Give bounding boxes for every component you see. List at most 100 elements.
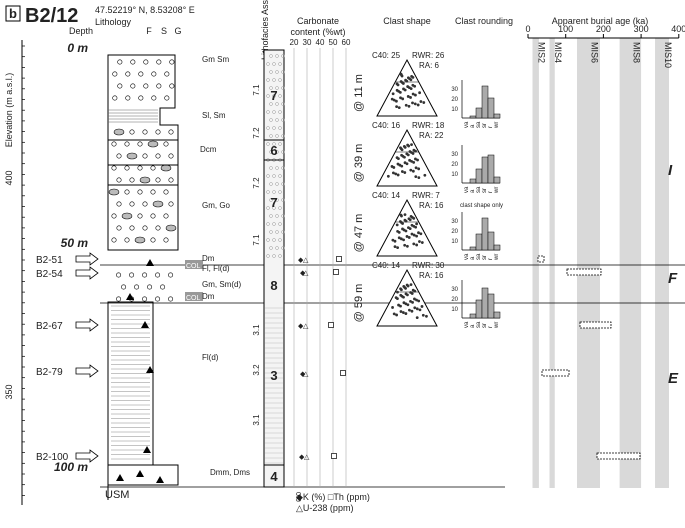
clast-point <box>415 307 419 311</box>
assoc-dot <box>272 254 276 258</box>
hist-class: va <box>464 253 470 260</box>
assoc-dot <box>266 126 270 130</box>
sample: B2-54 <box>36 269 63 280</box>
gravel <box>116 177 122 183</box>
hist-bar <box>469 313 477 319</box>
assoc-dot <box>269 166 273 170</box>
clast-point <box>415 243 419 247</box>
carb-tick: 60 <box>342 38 351 47</box>
subtitle: Lithology <box>95 17 132 27</box>
gravel <box>112 71 118 77</box>
gravel <box>142 296 148 302</box>
ternary <box>376 128 438 187</box>
assoc-dot <box>266 206 270 210</box>
clast-point <box>400 214 403 218</box>
panel-box <box>5 5 21 22</box>
clast-point <box>392 98 396 102</box>
assoc-dot <box>278 222 282 226</box>
clast-point <box>425 314 428 318</box>
gravel <box>155 296 161 302</box>
gravel <box>151 71 157 77</box>
sample: B2-79 <box>36 367 63 378</box>
carb-bottom-tick: 0.0 <box>294 492 301 502</box>
gravel <box>116 296 122 302</box>
hist-class: r <box>488 191 494 193</box>
assoc-unit: 7 <box>270 88 277 103</box>
col-box <box>185 292 203 301</box>
assoc-dot <box>281 230 285 234</box>
hist-class: va <box>464 321 470 328</box>
assoc-dot <box>272 206 276 210</box>
grain: F <box>146 26 152 36</box>
mis-label: MIS8 <box>631 42 641 63</box>
assoc-unit: 6 <box>270 143 277 158</box>
hist-tick: 20 <box>451 162 458 168</box>
hist-tick: 30 <box>451 87 458 93</box>
hist-class: a <box>470 256 476 260</box>
clast-point <box>393 245 397 249</box>
depth-mark: 100 m <box>54 460 88 474</box>
gravel <box>168 296 174 302</box>
gravel <box>112 95 118 101</box>
clast-point <box>400 148 404 152</box>
elevation-tick: 350 <box>4 384 14 399</box>
clast-point <box>396 290 399 294</box>
clast-point <box>400 288 403 292</box>
association-label: Lithofacies Association <box>260 0 270 60</box>
assoc-dot <box>278 142 282 146</box>
gravel <box>129 177 135 183</box>
facies: Dcm <box>200 145 217 154</box>
hist-class: r <box>488 126 494 128</box>
assoc-dot <box>278 206 282 210</box>
clast-point <box>397 236 401 240</box>
clast-point <box>408 308 411 312</box>
assoc-dot <box>278 238 282 242</box>
clast-point <box>411 169 415 173</box>
clast-point <box>410 143 413 147</box>
u-point: △ <box>303 371 309 378</box>
stat: RA: 6 <box>419 61 440 70</box>
assoc-dot <box>281 214 285 218</box>
clast-point <box>413 102 417 106</box>
gravel <box>147 140 159 148</box>
clast-point <box>405 244 409 248</box>
k-point: ◆ <box>300 270 306 277</box>
hist-class: a <box>470 124 476 128</box>
assoc-dot <box>272 78 276 82</box>
clast-point <box>414 225 418 229</box>
clast-point <box>414 175 418 179</box>
assoc-dot <box>266 110 270 114</box>
hist-tick: 30 <box>451 152 458 158</box>
hist-tick: 20 <box>451 97 458 103</box>
clast-point <box>407 144 411 148</box>
assoc-dot <box>269 230 273 234</box>
clast-point <box>415 316 419 320</box>
assoc-dot <box>278 94 282 98</box>
legend-text: K (%) <box>303 492 326 502</box>
gravel <box>134 236 146 244</box>
grain: G <box>174 26 181 36</box>
burial-bar <box>537 255 545 263</box>
gravel <box>163 141 169 147</box>
assoc-unit: 7 <box>270 195 277 210</box>
clast-point <box>412 233 416 237</box>
assoc-dot <box>266 174 270 178</box>
mis-band <box>549 38 555 488</box>
hist-tick: 10 <box>451 307 458 313</box>
clast-point <box>411 300 414 304</box>
clast-point <box>411 101 414 105</box>
assoc-sub: 3.1 <box>252 324 261 336</box>
gravel <box>143 59 149 65</box>
clast-point <box>418 240 421 243</box>
assoc-dot <box>281 54 285 58</box>
stat: C40: 16 <box>372 121 401 130</box>
clast-point <box>404 229 408 233</box>
burial-tick: 0 <box>525 24 530 34</box>
clast-point <box>420 305 424 308</box>
gravel <box>137 141 143 147</box>
hist-bar <box>481 156 489 184</box>
elevation-tick: 400 <box>4 170 14 185</box>
u-point: △ <box>304 454 310 461</box>
clast-point <box>414 157 417 161</box>
gravel <box>126 152 138 160</box>
